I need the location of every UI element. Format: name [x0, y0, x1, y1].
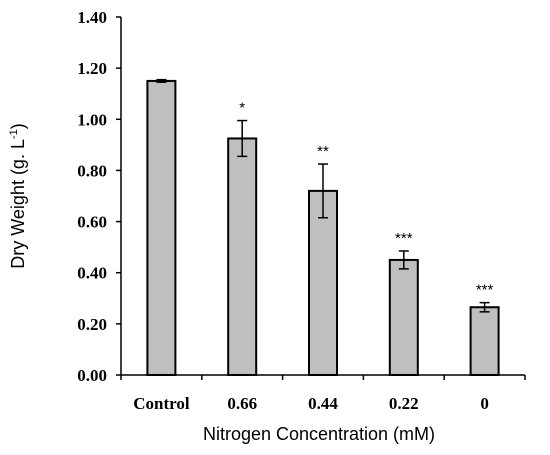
error-bar [398, 250, 409, 270]
x-tick-label: Control [133, 394, 190, 413]
bar [227, 137, 258, 376]
significance-label: *** [395, 230, 413, 247]
significance-label: * [239, 100, 245, 117]
x-tick-label: 0 [480, 394, 489, 413]
y-tick-label: 0.80 [77, 161, 107, 180]
y-axis: 0.00 0.20 0.40 0.60 0.80 1.00 1.20 1.40 [77, 8, 122, 385]
significance-label: *** [476, 282, 494, 299]
x-axis-title: Nitrogen Concentration (mM) [203, 424, 435, 444]
bars [146, 79, 500, 377]
y-tick-label: 0.00 [77, 366, 107, 385]
error-bars [156, 78, 490, 313]
significance-markers: ********* [239, 100, 493, 299]
y-tick-label: 1.20 [77, 59, 107, 78]
y-tick-label: 1.40 [77, 8, 107, 27]
x-tick-label: 0.66 [227, 394, 257, 413]
y-axis-title-main: Dry Weight (g. L [8, 139, 28, 269]
error-bar [479, 301, 490, 313]
y-tick-label: 0.20 [77, 315, 107, 334]
error-bar [156, 78, 167, 83]
error-bar [237, 119, 248, 158]
x-tick-label: 0.44 [308, 394, 338, 413]
bar [308, 189, 338, 376]
y-tick-label: 0.60 [77, 213, 107, 232]
error-bar [318, 163, 328, 219]
svg-text:Dry Weight (g. L-1): Dry Weight (g. L-1) [8, 123, 28, 269]
y-axis-title-superscript: -1 [8, 129, 20, 139]
bar [388, 258, 419, 376]
x-tick-label: 0.22 [389, 394, 419, 413]
y-tick-label: 0.40 [77, 264, 107, 283]
bar [469, 306, 500, 376]
y-axis-title-end: ) [8, 123, 28, 129]
bar [146, 79, 177, 377]
x-axis: Control 0.66 0.44 0.22 0 [120, 374, 526, 413]
significance-label: ** [317, 143, 329, 160]
y-tick-label: 1.00 [77, 110, 107, 129]
y-axis-title: Dry Weight (g. L-1) [8, 123, 28, 269]
